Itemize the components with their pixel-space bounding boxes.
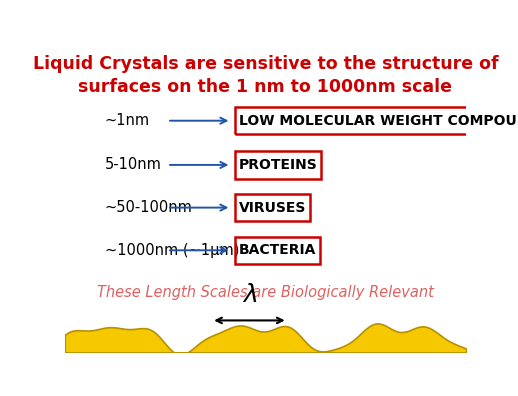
Text: BACTERIA: BACTERIA: [239, 243, 316, 257]
Text: ~50-100nm: ~50-100nm: [105, 200, 193, 215]
Text: 5-10nm: 5-10nm: [105, 158, 162, 172]
Text: PROTEINS: PROTEINS: [239, 158, 318, 172]
Text: VIRUSES: VIRUSES: [239, 201, 306, 215]
Bar: [235, 151, 321, 179]
Text: These Length Scales are Biologically Relevant: These Length Scales are Biologically Rel…: [97, 286, 434, 301]
Text: ~1nm: ~1nm: [105, 113, 150, 128]
Text: LOW MOLECULAR WEIGHT COMPOUNDS: LOW MOLECULAR WEIGHT COMPOUNDS: [239, 114, 518, 128]
Bar: [235, 107, 518, 134]
Text: Liquid Crystals are sensitive to the structure of
surfaces on the 1 nm to 1000nm: Liquid Crystals are sensitive to the str…: [33, 55, 498, 96]
Text: ~1000nm (~1μm): ~1000nm (~1μm): [105, 243, 239, 258]
Text: $\lambda$: $\lambda$: [242, 282, 257, 307]
Bar: [235, 194, 310, 221]
Bar: [235, 236, 320, 264]
